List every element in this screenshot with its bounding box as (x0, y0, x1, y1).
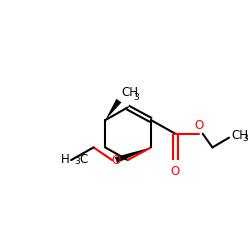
Text: O: O (111, 154, 120, 166)
Polygon shape (115, 148, 151, 163)
Text: 3: 3 (243, 134, 248, 143)
Text: O: O (171, 165, 180, 178)
Text: 3: 3 (134, 92, 139, 102)
Text: 3: 3 (74, 156, 80, 166)
Polygon shape (105, 99, 122, 120)
Text: CH: CH (122, 86, 139, 99)
Text: H: H (60, 152, 69, 166)
Text: O: O (194, 119, 203, 132)
Text: CH: CH (231, 129, 248, 142)
Text: C: C (79, 152, 87, 166)
